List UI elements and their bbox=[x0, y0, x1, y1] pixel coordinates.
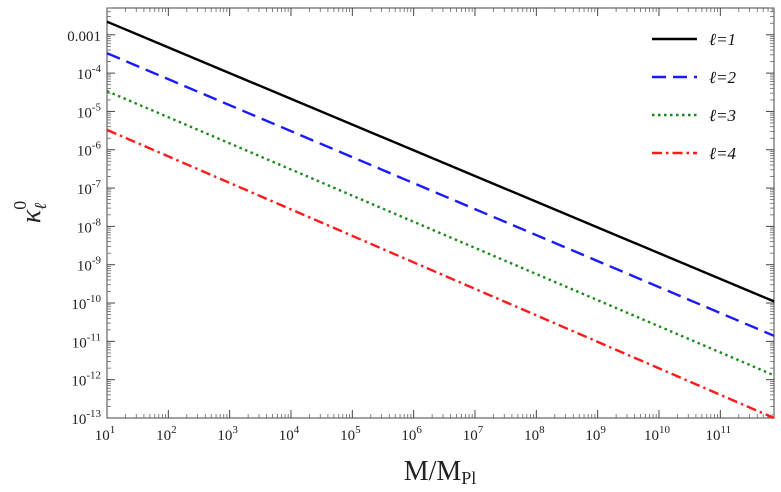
legend-label-2: ℓ=2 bbox=[709, 68, 737, 87]
plot-frame bbox=[106, 7, 775, 419]
y-tick-label: 10-10 bbox=[71, 293, 101, 313]
x-tick-label: 1010 bbox=[644, 424, 671, 444]
x-axis-label: M/MPl bbox=[404, 456, 477, 488]
y-axis-label: κℓ0 bbox=[10, 201, 50, 224]
x-tick-label: 108 bbox=[524, 424, 545, 444]
x-tick-label: 107 bbox=[463, 424, 484, 444]
y-tick-label: 10-11 bbox=[72, 331, 101, 351]
legend-label-1: ℓ=1 bbox=[709, 30, 736, 49]
x-tick-label: 104 bbox=[279, 424, 300, 444]
legend-label-4: ℓ=4 bbox=[709, 144, 737, 163]
y-axis-label-sup: 0 bbox=[10, 201, 30, 210]
legend: ℓ=1 ℓ=2 ℓ=3 ℓ=4 bbox=[652, 30, 737, 163]
series-lines bbox=[106, 20, 775, 420]
x-axis-label-sub: Pl bbox=[461, 468, 476, 488]
y-tick-label: 10-5 bbox=[77, 101, 102, 121]
x-tick-label: 105 bbox=[340, 424, 361, 444]
x-tick-label: 1011 bbox=[706, 424, 732, 444]
series-line-2 bbox=[106, 52, 775, 337]
series-line-4 bbox=[106, 128, 775, 420]
legend-label-3: ℓ=3 bbox=[709, 106, 736, 125]
x-tick-label: 106 bbox=[401, 424, 422, 444]
y-tick-label: 10-12 bbox=[71, 370, 101, 390]
y-tick-label: 10-4 bbox=[77, 63, 102, 83]
x-tick-label: 103 bbox=[217, 424, 238, 444]
y-tick-label: 10-6 bbox=[77, 140, 102, 160]
y-tick-label: 10-9 bbox=[77, 255, 102, 275]
y-tick-label: 10-8 bbox=[77, 216, 102, 236]
y-tick-label: 10-13 bbox=[71, 408, 101, 428]
series-line-1 bbox=[106, 20, 775, 303]
y-axis-label-sub: ℓ bbox=[31, 203, 50, 210]
x-tick-label: 102 bbox=[156, 424, 177, 444]
series-line-3 bbox=[106, 89, 775, 377]
x-tick-label: 101 bbox=[95, 424, 116, 444]
y-tick-label: 0.001 bbox=[67, 29, 101, 45]
ticks: 101 102 103 104 105 106 107 108 109 1010 1011 0.001… bbox=[67, 7, 774, 444]
x-tick-label: 109 bbox=[585, 424, 606, 444]
y-tick-label: 10-7 bbox=[77, 178, 102, 198]
